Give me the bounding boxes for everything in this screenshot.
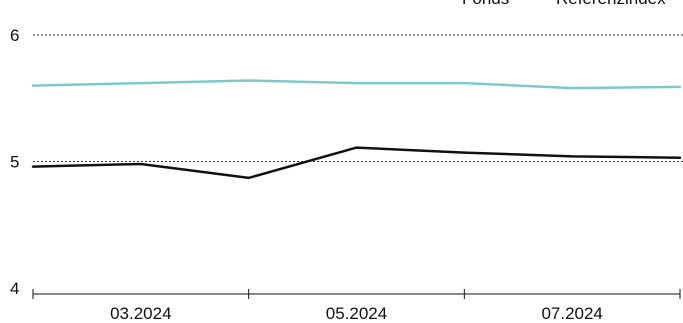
x-tick-label-03.2024: 03.2024 — [110, 304, 171, 323]
series-lines — [31, 79, 682, 180]
y-tick-label-6: 6 — [10, 26, 19, 45]
series-line-fonds — [31, 146, 682, 180]
legend-label-referenzindex: Referenzindex — [556, 0, 666, 8]
series-line-referenzindex — [31, 79, 682, 90]
x-axis: 03.2024 05.2024 07.2024 — [32, 289, 681, 323]
x-tick-label-07.2024: 07.2024 — [541, 304, 602, 323]
gridlines — [33, 34, 683, 162]
y-axis: 4 5 6 — [10, 26, 19, 298]
y-tick-label-4: 4 — [10, 279, 19, 298]
x-tick-label-05.2024: 05.2024 — [326, 304, 387, 323]
legend-label-fonds: Fonds — [462, 0, 509, 8]
legend: Fonds Referenzindex — [462, 0, 666, 8]
y-tick-label-5: 5 — [10, 153, 19, 172]
